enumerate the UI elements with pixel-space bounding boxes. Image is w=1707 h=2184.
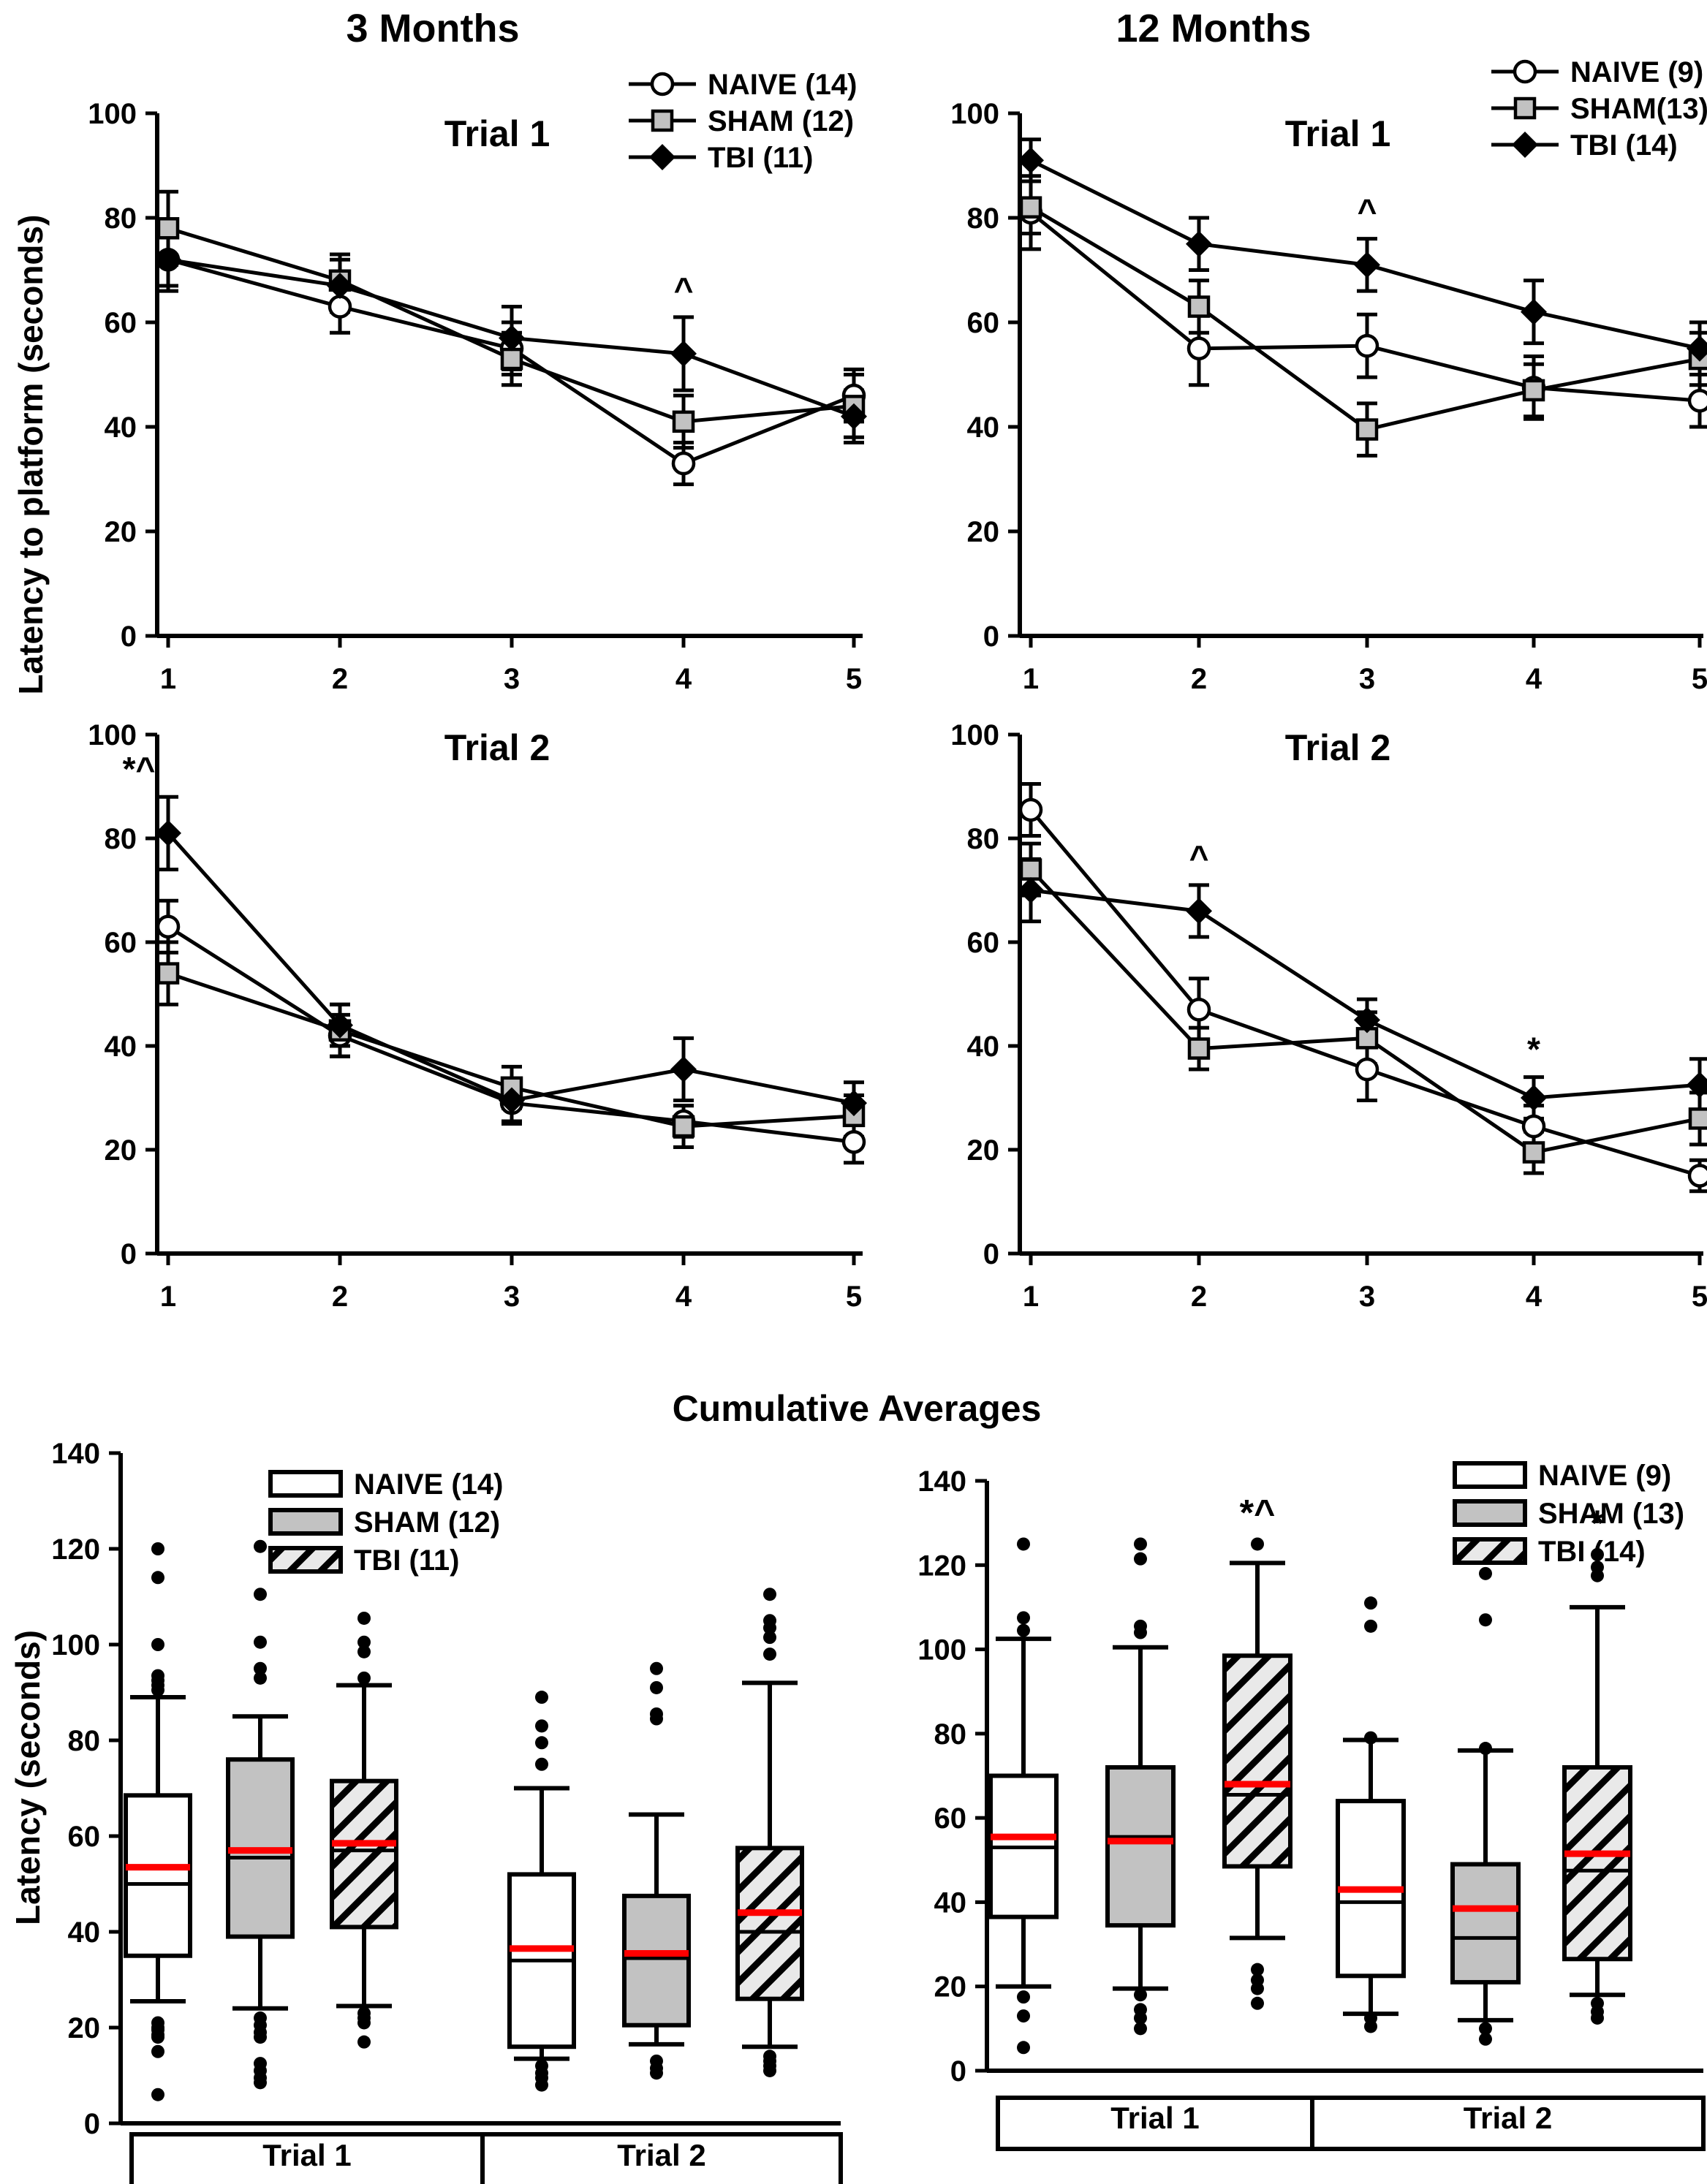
svg-text:60: 60 [934,1802,967,1835]
svg-text:*^: *^ [1240,1492,1276,1533]
svg-text:100: 100 [88,98,137,130]
svg-text:80: 80 [105,202,137,235]
svg-text:0: 0 [121,621,137,653]
column-header-12-months: 12 Months [1116,7,1312,50]
box-plot-3months-cumulative: 0 20 40 60 80 100 120 140 Trial 1 Trial 2 NAIVE (1… [51,1438,843,2184]
svg-text:40: 40 [967,1031,1000,1063]
svg-text:40: 40 [105,412,137,444]
svg-text:Trial 1: Trial 1 [1110,2101,1199,2135]
svg-text:60: 60 [967,307,1000,339]
svg-text:1: 1 [1023,663,1039,695]
svg-text:NAIVE (14): NAIVE (14) [354,1468,504,1501]
svg-text:5: 5 [1692,663,1707,695]
svg-text:40: 40 [105,1031,137,1063]
svg-text:80: 80 [967,823,1000,855]
svg-text:40: 40 [934,1887,967,1919]
svg-text:60: 60 [68,1821,101,1853]
svg-text:100: 100 [51,1629,100,1661]
svg-text:100: 100 [88,719,137,751]
svg-text:Trial 2: Trial 2 [1464,2101,1552,2135]
svg-text:60: 60 [967,927,1000,959]
svg-text:*: * [1527,1031,1540,1069]
svg-text:20: 20 [967,1134,1000,1167]
svg-text:80: 80 [967,202,1000,235]
svg-text:0: 0 [983,621,999,653]
svg-text:60: 60 [105,307,137,339]
svg-text:5: 5 [846,1281,862,1313]
svg-text:140: 140 [51,1438,100,1470]
svg-text:20: 20 [68,2012,101,2044]
svg-text:2: 2 [332,663,348,695]
svg-text:*: * [1590,1503,1605,1544]
svg-text:4: 4 [675,663,692,695]
svg-text:*^: *^ [123,750,156,788]
line-chart-3months-trial1: 0 20 40 60 80 100 1 2 3 4 5 Trial 1 ^ NAIVE (14) SHAM … [88,69,867,695]
svg-text:20: 20 [105,1134,137,1167]
line-chart-3months-trial2: 0 20 40 60 80 100 1 2 3 4 5 Trial 2 *^ [88,719,867,1313]
svg-text:TBI (14): TBI (14) [1538,1536,1646,1568]
svg-text:^: ^ [1358,192,1377,230]
svg-text:5: 5 [1692,1281,1707,1313]
svg-text:140: 140 [917,1466,966,1498]
svg-text:TBI (14): TBI (14) [1570,129,1678,162]
svg-text:NAIVE (9): NAIVE (9) [1538,1460,1671,1492]
svg-text:80: 80 [934,1718,967,1751]
svg-text:Trial 2: Trial 2 [444,727,550,768]
svg-text:1: 1 [1023,1281,1039,1313]
svg-text:60: 60 [105,927,137,959]
svg-text:SHAM (12): SHAM (12) [708,105,854,137]
svg-text:0: 0 [84,2108,100,2140]
svg-text:20: 20 [967,516,1000,548]
svg-text:120: 120 [917,1550,966,1582]
svg-text:NAIVE (9): NAIVE (9) [1570,56,1703,88]
svg-text:SHAM(13): SHAM(13) [1570,93,1707,125]
svg-text:5: 5 [846,663,862,695]
svg-text:Trial 1: Trial 1 [1285,113,1391,154]
svg-text:40: 40 [68,1916,101,1949]
svg-text:2: 2 [332,1281,348,1313]
svg-text:3: 3 [1359,663,1375,695]
svg-text:20: 20 [934,1971,967,2003]
svg-text:20: 20 [105,516,137,548]
svg-text:4: 4 [1526,663,1543,695]
svg-text:Trial 2: Trial 2 [1285,727,1391,768]
column-header-3-months: 3 Months [346,7,520,50]
svg-text:2: 2 [1191,1281,1207,1313]
svg-text:0: 0 [983,1238,999,1270]
svg-text:^: ^ [674,270,694,308]
line-chart-12months-trial2: 0 20 40 60 80 100 1 2 3 4 5 Trial 2 ^ * [950,719,1707,1313]
svg-text:0: 0 [121,1238,137,1270]
svg-text:NAIVE (14): NAIVE (14) [708,69,858,101]
svg-text:120: 120 [51,1533,100,1566]
section-title-cumulative-averages: Cumulative Averages [672,1388,1042,1429]
svg-text:SHAM (13): SHAM (13) [1538,1498,1684,1530]
svg-text:Trial 1: Trial 1 [262,2138,351,2172]
svg-text:3: 3 [504,1281,520,1313]
svg-text:TBI (11): TBI (11) [354,1544,459,1577]
y-axis-label-latency-to-platform: Latency to platform (seconds) [12,214,50,695]
line-chart-12months-trial1: 0 20 40 60 80 100 1 2 3 4 5 Trial 1 ^ NAIVE (9) SHAM(1… [950,56,1707,695]
svg-text:100: 100 [950,98,999,130]
svg-text:80: 80 [68,1725,101,1757]
svg-text:40: 40 [967,412,1000,444]
box-plot-12months-cumulative: 0 20 40 60 80 100 120 140 *^ * Trial 1 Trial 2 NAIVE… [917,1460,1706,2151]
svg-text:SHAM (12): SHAM (12) [354,1506,500,1539]
svg-text:2: 2 [1191,663,1207,695]
svg-text:Trial 2: Trial 2 [617,2138,705,2172]
svg-text:100: 100 [950,719,999,751]
svg-text:1: 1 [160,663,176,695]
svg-text:0: 0 [950,2055,966,2088]
svg-text:80: 80 [105,823,137,855]
svg-text:Trial 1: Trial 1 [444,113,550,154]
svg-text:^: ^ [1189,838,1209,876]
svg-text:TBI (11): TBI (11) [708,142,813,174]
svg-text:4: 4 [675,1281,692,1313]
svg-text:1: 1 [160,1281,176,1313]
svg-text:3: 3 [1359,1281,1375,1313]
svg-text:100: 100 [917,1634,966,1667]
svg-text:3: 3 [504,663,520,695]
svg-text:4: 4 [1526,1281,1543,1313]
